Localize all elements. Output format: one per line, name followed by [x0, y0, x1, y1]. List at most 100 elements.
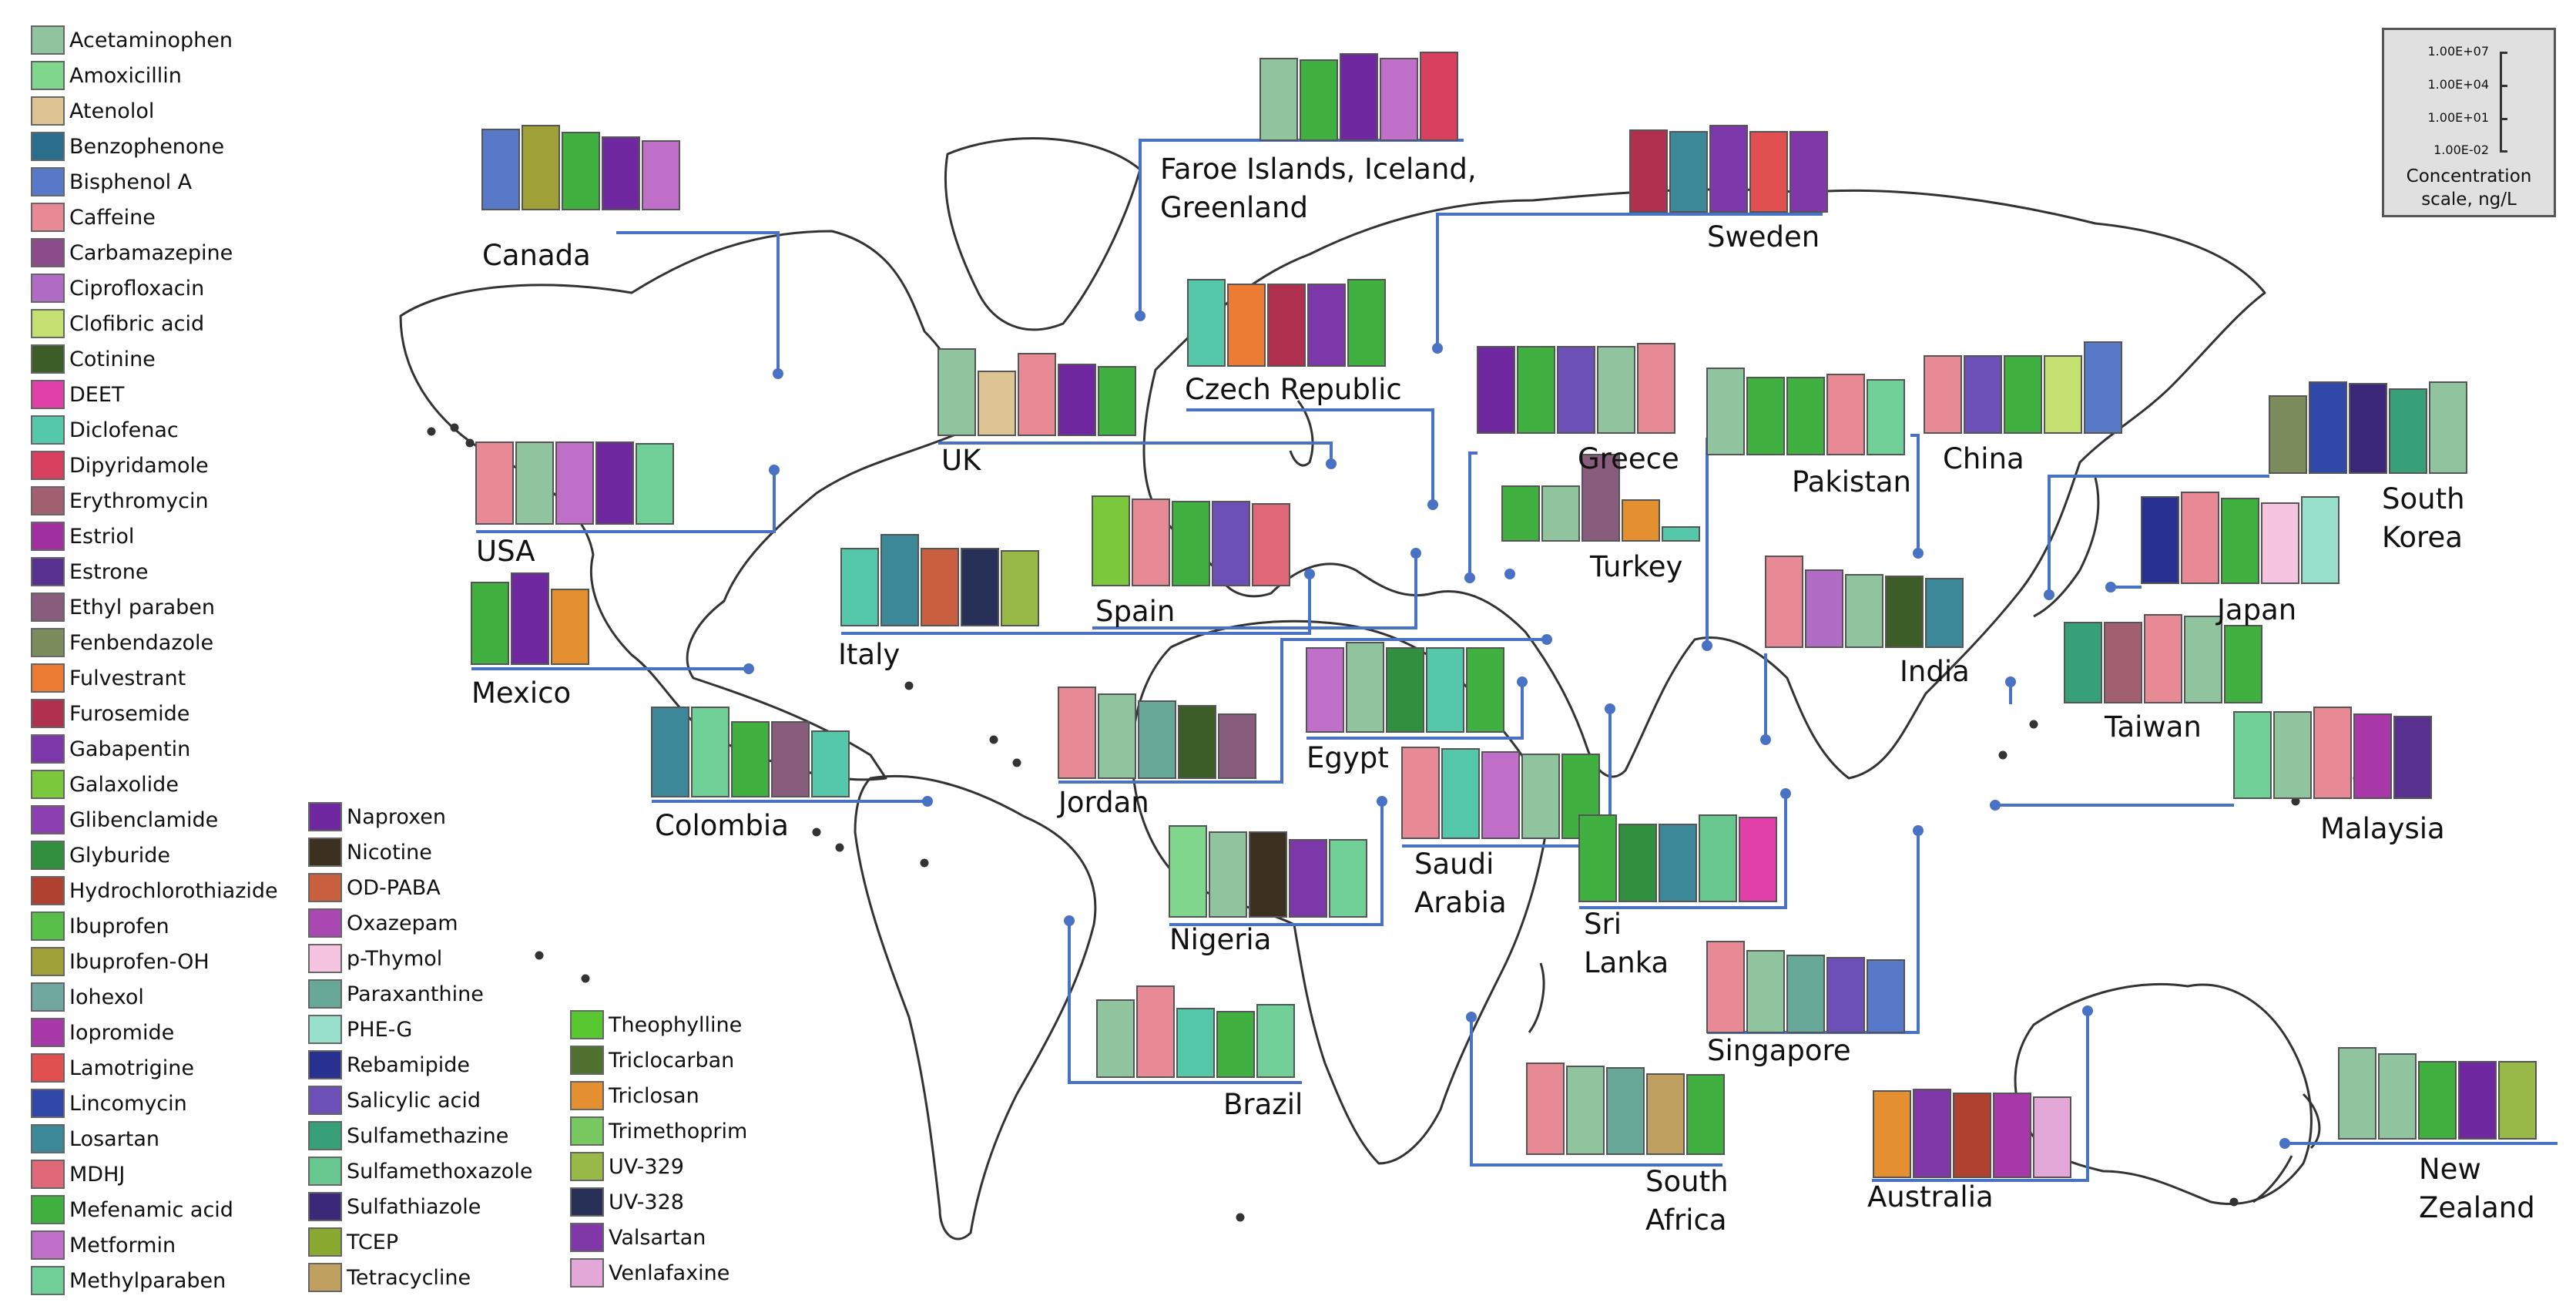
legend-label: Glyburide [69, 843, 171, 868]
mexico-bar [551, 589, 589, 665]
legend-swatch [31, 770, 65, 799]
legend-label: Gabapentin [69, 737, 191, 761]
island-dot [450, 423, 459, 432]
taiwan-bar [2184, 616, 2222, 703]
legend-item: Theophylline [570, 1009, 742, 1040]
malaysia-bar [2353, 713, 2392, 799]
legend-label: Metformin [69, 1233, 176, 1257]
country-label-canada: Canada [482, 239, 591, 272]
malaysia-bar-group [2233, 707, 2432, 799]
legend-label: TCEP [347, 1230, 399, 1254]
legend-swatch [308, 1157, 342, 1186]
japan-bar [2221, 498, 2259, 584]
china-bar [2084, 341, 2122, 434]
sweden-bar [1749, 131, 1788, 213]
canada-bar [481, 129, 520, 210]
legend-item: Carbamazepine [31, 237, 233, 268]
legend-swatch [31, 203, 65, 232]
legend-label: Sulfamethazine [347, 1123, 509, 1148]
legend-swatch [31, 61, 65, 90]
legend-item: Venlafaxine [570, 1257, 730, 1288]
sweden-bar [1789, 131, 1828, 213]
country-label-saudi-arabia: Saudi [1414, 848, 1494, 881]
legend-swatch [31, 841, 65, 870]
jordan-bar [1058, 687, 1096, 779]
faroe-islands-iceland-greenland-bar [1340, 53, 1378, 141]
legend-label: Ethyl paraben [69, 595, 216, 619]
uk-bar [1018, 353, 1056, 436]
china-bar-group [1924, 341, 2122, 434]
malaysia-location-dot [1990, 800, 2001, 811]
country-label-south-africa: Africa [1645, 1204, 1727, 1237]
island-dot [465, 438, 475, 448]
country-label-south-africa: South [1645, 1165, 1729, 1198]
new-zealand-location-dot [2279, 1138, 2290, 1149]
legend-item: Iopromide [31, 1017, 174, 1048]
legend-item: Glibenclamide [31, 804, 218, 835]
egypt-bar [1346, 642, 1384, 733]
singapore-bar [1867, 959, 1905, 1033]
italy-bar-group [840, 534, 1039, 626]
country-label-egypt: Egypt [1306, 741, 1389, 774]
japan-bar-group [2141, 492, 2340, 584]
czech-republic-location-dot [1427, 499, 1438, 510]
legend-swatch [308, 873, 342, 902]
island-dot [581, 974, 590, 983]
island-dot [2291, 797, 2300, 806]
country-label-new-zealand: New [2419, 1153, 2481, 1186]
island-dot [535, 951, 544, 960]
italy-bar [961, 548, 999, 626]
legend-item: Diclofenac [31, 415, 179, 445]
greece-bar [1477, 346, 1515, 434]
legend-item: Estriol [31, 521, 134, 552]
country-label-sri-lanka: Sri [1584, 908, 1622, 941]
turkey-bar-group [1501, 454, 1700, 542]
island-dot [1012, 758, 1021, 767]
legend-label: Nicotine [347, 840, 432, 864]
turkey-bar [1622, 499, 1660, 542]
legend-item: MDHJ [31, 1159, 125, 1190]
scale-tick-label: 1.00E-02 [2433, 143, 2489, 157]
legend-label: Venlafaxine [609, 1261, 730, 1285]
legend-swatch [308, 1015, 342, 1044]
singapore-bar [1786, 955, 1825, 1033]
legend-swatch [570, 1258, 604, 1287]
legend-label: Benzophenone [69, 134, 225, 159]
legend-item: UV-328 [570, 1187, 684, 1217]
legend-item: Oxazepam [308, 908, 458, 938]
saudi-arabia-bar-group [1401, 747, 1600, 839]
pakistan-bar-group [1706, 368, 1905, 455]
legend-swatch [31, 1124, 65, 1153]
sri-lanka-bar-group [1578, 814, 1777, 902]
legend-swatch [570, 1152, 604, 1181]
usa-location-dot [769, 465, 780, 475]
legend-swatch [31, 167, 65, 196]
legend-label: Caffeine [69, 205, 156, 230]
legend-label: Sulfathiazole [347, 1194, 481, 1219]
legend-swatch [308, 1086, 342, 1115]
brazil-bar [1256, 1004, 1295, 1078]
india-bar [1805, 569, 1843, 648]
country-label-singapore: Singapore [1707, 1034, 1851, 1067]
malaysia-bar [2273, 711, 2312, 799]
uk-bar-group [937, 348, 1136, 436]
legend-label: MDHJ [69, 1162, 126, 1187]
new-zealand-bar [2498, 1061, 2537, 1140]
legend-item: Galaxolide [31, 769, 179, 800]
legend-swatch [570, 1187, 604, 1217]
legend-label: Estriol [69, 524, 135, 549]
legend-item: Clofibric acid [31, 308, 204, 339]
pakistan-bar [1786, 377, 1825, 455]
legend-swatch [570, 1116, 604, 1146]
new-zealand-bar [2418, 1061, 2457, 1140]
legend-item: Caffeine [31, 202, 156, 233]
legend-swatch [308, 802, 342, 831]
legend-label: Atenolol [69, 99, 155, 123]
legend-item: OD-PABA [308, 872, 441, 903]
country-label-india: India [1900, 655, 1970, 688]
egypt-bar-group [1306, 642, 1504, 733]
colombia-bar-group [651, 707, 850, 797]
legend-swatch [31, 238, 65, 267]
singapore-bar-group [1706, 941, 1905, 1033]
scale-caption-line: scale, ng/L [2421, 190, 2517, 210]
